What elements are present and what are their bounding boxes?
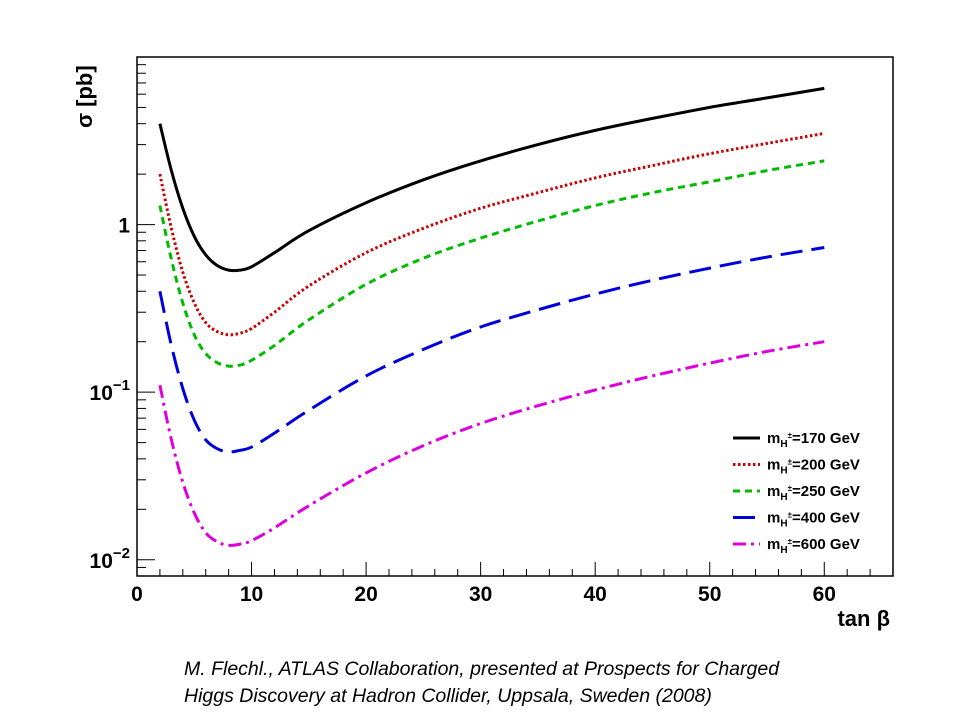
series-line-mh170 — [158, 86, 825, 273]
y-tick-label: 10−2 — [90, 545, 130, 573]
plot-frame — [136, 56, 894, 577]
legend-label-mh200: mH±=200 GeV — [767, 457, 860, 477]
series-line-mh600 — [158, 340, 825, 547]
y-axis-ticks: 1 10−1 10−2 — [90, 56, 155, 577]
x-tick-label: 50 — [698, 583, 721, 606]
series-line-mh400 — [158, 246, 825, 454]
x-tick-label: 40 — [584, 583, 607, 606]
series-lines — [158, 86, 825, 547]
caption-line-2: Higgs Discovery at Hadron Collider, Upps… — [184, 685, 712, 707]
series-line-mh200 — [158, 131, 825, 337]
y-axis-label: σ [pb] — [72, 65, 97, 128]
x-tick-label: 0 — [131, 583, 143, 606]
y-tick-label: 10−1 — [90, 377, 130, 405]
x-tick-label: 20 — [354, 583, 377, 606]
x-tick-label: 30 — [469, 583, 492, 606]
x-axis-label: tan β — [837, 606, 890, 631]
legend: mH±=170 GeV mH±=200 GeV mH±=250 GeV mH±=400… — [733, 430, 860, 556]
x-tick-label: 60 — [813, 583, 836, 606]
x-tick-label: 10 — [240, 583, 263, 606]
citation-caption: M. Flechl., ATLAS Collaboration, present… — [184, 656, 944, 710]
legend-label-mh170: mH±=170 GeV — [767, 430, 860, 450]
series-line-mh250 — [158, 159, 825, 368]
y-tick-label: 1 — [118, 215, 130, 238]
legend-label-mh400: mH±=400 GeV — [767, 510, 860, 530]
caption-line-1: M. Flechl., ATLAS Collaboration, present… — [184, 658, 780, 680]
x-axis-ticks: 0 10 20 30 40 50 60 — [131, 562, 894, 606]
legend-label-mh250: mH±=250 GeV — [767, 483, 860, 503]
legend-label-mh600: mH±=600 GeV — [767, 536, 860, 556]
